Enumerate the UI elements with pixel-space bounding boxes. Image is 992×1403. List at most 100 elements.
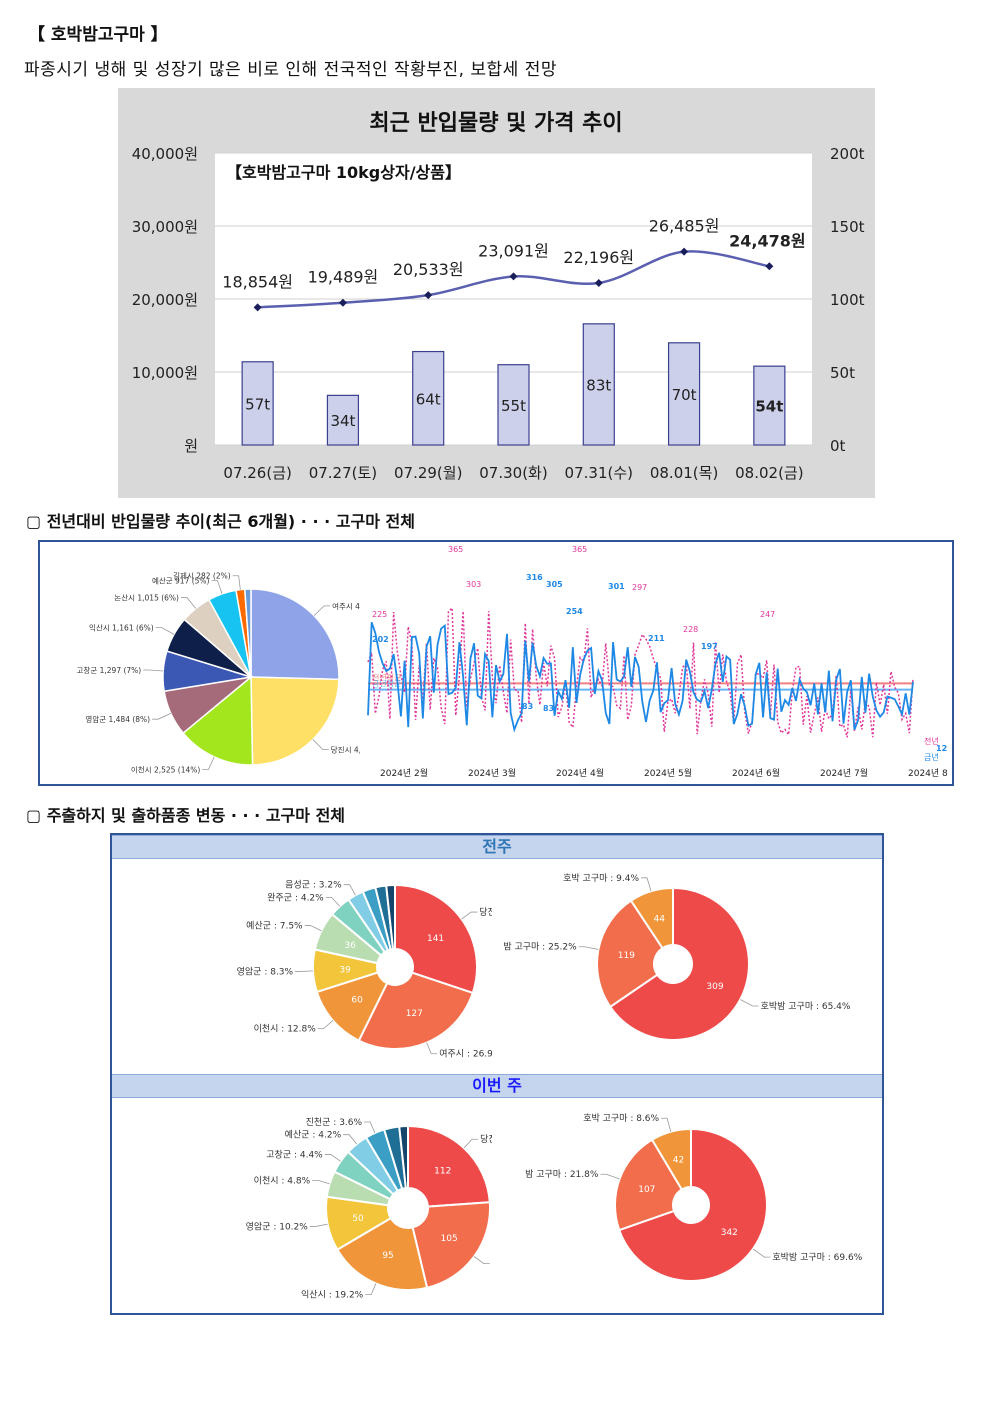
slice-label: 밤 고구마 : 25.2% [503, 942, 577, 953]
trend-x-tick: 2024년 8월 [908, 767, 948, 779]
this-year-annotation: 301 [608, 582, 625, 591]
slice-label: 영암군 1,484 (8%) [85, 714, 150, 724]
slice-label: 김제시 282 (2%) [173, 571, 231, 581]
price-label: 23,091원 [478, 241, 549, 260]
volume-label: 54t [755, 398, 783, 416]
price-label: 26,485원 [649, 217, 720, 236]
leader-line [324, 1154, 341, 1162]
slice-label: 당진시 : 22.8% [480, 1134, 492, 1145]
left-axis-tick: 30,000원 [132, 218, 198, 236]
trend-x-tick: 2024년 4월 [556, 767, 604, 779]
slice-label: 밤 고구마 : 21.8% [525, 1169, 599, 1180]
x-tick: 08.02(금) [735, 464, 803, 482]
pie-slice [407, 1124, 491, 1208]
leader-line [143, 669, 164, 672]
left-axis-tick: 20,000원 [132, 291, 198, 309]
trend-x-tick: 2024년 2월 [380, 767, 428, 779]
slice-label: 음성군 : 3.2% [285, 880, 342, 891]
leader-line [325, 897, 341, 907]
slice-value: 112 [434, 1167, 451, 1177]
slice-value: 39 [339, 965, 351, 975]
leader-line [304, 925, 322, 932]
this-year-annotation: 202 [372, 635, 389, 644]
slice-label: 호박 고구마 : 9.4% [563, 873, 639, 884]
volume-label: 83t [586, 376, 611, 394]
slice-label: 논산시 1,015 (6%) [114, 593, 179, 603]
pie-slice [398, 1124, 409, 1190]
volume-label: 70t [672, 386, 697, 404]
price-label: 22,196원 [563, 248, 634, 267]
right-axis-tick: 200t [830, 145, 865, 163]
volume-bar [753, 365, 786, 446]
chart-title: 최근 반입물량 및 가격 추이 [369, 111, 622, 136]
leader-line [313, 605, 331, 616]
slice-value: 50 [352, 1214, 364, 1224]
this-year-annotation: 254 [566, 607, 583, 616]
leader-line [364, 1121, 376, 1134]
slice-value: 309 [706, 982, 723, 992]
band-this-week: 이번 주 [112, 1074, 882, 1098]
slice-label: 호박밤 고구마 : 69.6% [772, 1252, 862, 1263]
price-point [680, 247, 689, 256]
legend-this-year: 금년 [924, 752, 939, 762]
right-axis-tick: 50t [830, 364, 855, 382]
slice-label: 호박 고구마 : 8.6% [583, 1113, 659, 1124]
pie-slice [250, 588, 340, 681]
price-label: 19,489원 [308, 268, 379, 287]
pie-slice [394, 883, 478, 995]
summary-line: 파종시기 냉해 및 성장기 많은 비로 인해 전국적인 작황부진, 보합세 전망 [24, 60, 558, 80]
slice-label: 여주시 4,493 (25%) [332, 601, 360, 611]
trend-x-tick: 2024년 6월 [732, 767, 780, 779]
slice-value: 42 [673, 1156, 684, 1166]
x-tick: 07.31(수) [565, 464, 633, 482]
prev-year-line [367, 606, 914, 738]
slice-label: 예산군 917 (5%) [152, 576, 210, 586]
slice-value: 44 [654, 915, 666, 925]
this-year-annotation: 83 [522, 702, 533, 711]
slice-value: 342 [721, 1228, 738, 1238]
slice-label: 이천시 : 4.8% [254, 1175, 311, 1186]
prev-year-annotation: 365 [572, 545, 587, 554]
slice-value: 105 [441, 1234, 458, 1244]
this-year-annotation: 83 [543, 704, 554, 713]
slice-label: 이천시 : 12.8% [254, 1023, 317, 1034]
x-tick: 07.30(화) [479, 464, 547, 482]
slice-label: 당진시 : 29.9% [479, 907, 492, 918]
left-axis-tick: 원 [184, 437, 198, 455]
leader-line [365, 1283, 377, 1295]
prev-year-annotation: 297 [632, 583, 647, 592]
leader-line [152, 713, 172, 720]
volume-bar [582, 323, 615, 446]
slice-value: 119 [618, 951, 635, 961]
chart-inner-label: 【호박밤고구마 10kg상자/상품】 [226, 163, 461, 182]
volume-bar [497, 364, 530, 446]
price-volume-chart: 최근 반입물량 및 가격 추이 【호박밤고구마 10kg상자/상품】 57t 34… [118, 88, 875, 498]
x-tick: 07.29(월) [394, 464, 462, 482]
pie-slice [335, 1216, 429, 1291]
leader-line [232, 575, 241, 590]
volume-bar [412, 350, 445, 446]
pie-slice [650, 1127, 692, 1191]
slice-value: 36 [344, 941, 356, 951]
price-volume-chart-svg: 최근 반입물량 및 가격 추이 【호박밤고구마 10kg상자/상품】 57t 34… [132, 111, 865, 482]
slice-label: 고창군 1,297 (7%) [77, 666, 142, 675]
price-point [765, 262, 774, 271]
leader-line [473, 1256, 490, 1265]
leader-line [312, 1179, 330, 1185]
leader-line [343, 1134, 357, 1145]
price-point [594, 278, 603, 287]
pie-slice [608, 886, 750, 1041]
pie-slice [243, 588, 252, 678]
leader-line [463, 1138, 479, 1149]
slice-label: 영암군 : 8.3% [237, 965, 294, 977]
donut-hole [378, 950, 412, 984]
volume-bar [667, 342, 701, 446]
slice-value: 95 [382, 1251, 393, 1261]
leader-line [578, 946, 599, 950]
volume-bar [326, 394, 360, 446]
leader-line [461, 911, 478, 920]
price-point [338, 298, 347, 307]
slice-label: 예산군 : 7.5% [246, 921, 303, 932]
prev-year-annotation: 228 [683, 625, 698, 634]
